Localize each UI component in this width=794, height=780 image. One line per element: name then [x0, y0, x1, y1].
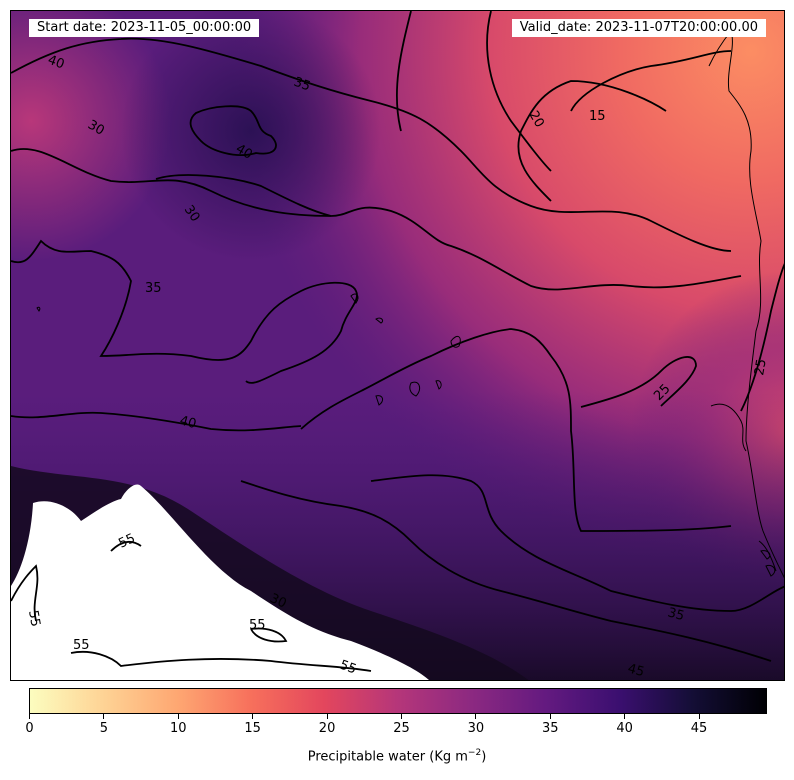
valid-date-label: Valid_date: 2023-11-07T20:00:00.00: [511, 19, 766, 37]
contour-label: 35: [292, 75, 313, 95]
colorbar-tick: [475, 714, 477, 719]
colorbar-tick-label: 15: [244, 721, 261, 736]
colorbar-tick-label: 5: [99, 721, 109, 736]
contour-label: 55: [249, 618, 266, 633]
colorbar-tick-label: 40: [616, 721, 633, 736]
contour-label: 35: [666, 605, 686, 624]
contour-label: 55: [116, 531, 137, 552]
contour-label: 40: [233, 141, 255, 162]
colorbar-tick: [624, 714, 626, 719]
colorbar-tick-label: 35: [541, 721, 559, 736]
colorbar-tick-label: 25: [393, 721, 410, 736]
contour-label: 25: [752, 358, 770, 377]
over-range-region: [11, 484, 429, 680]
contour-label: 55: [338, 658, 359, 678]
colorbar: [29, 688, 767, 714]
precipitable-water-map: 40 35 30 40 20 15 30 35 40 25 25 55 55 5…: [11, 11, 784, 680]
contour-label: 20: [526, 109, 547, 131]
colorbar-tick: [400, 714, 402, 719]
contour-label: 15: [589, 109, 606, 124]
colorbar-tick: [549, 714, 551, 719]
colorbar-tick-label: 10: [170, 721, 187, 736]
colorbar-tick: [252, 714, 254, 719]
contour-lines: [11, 11, 784, 672]
colorbar-tick: [177, 714, 179, 719]
colorbar-tick-label: 0: [25, 721, 34, 736]
contour-label: 35: [145, 281, 162, 296]
colorbar-tick: [103, 714, 105, 719]
colorbar-label-text: Precipitable water (Kg m: [307, 749, 468, 765]
contour-label: 30: [267, 591, 288, 612]
contour-labels: 40 35 30 40 20 15 30 35 40 25 25 55 55 5…: [25, 53, 770, 680]
contour-label: 40: [178, 413, 198, 432]
colorbar-tick: [698, 714, 700, 719]
colorbar-label-exponent: −2: [467, 748, 482, 758]
contour-label: 55: [73, 638, 90, 653]
contour-label: 55: [25, 609, 43, 628]
colorbar-label: Precipitable water (Kg m−2): [0, 748, 794, 764]
coastlines: [36, 29, 784, 579]
start-date-label: Start date: 2023-11-05_00:00:00: [29, 19, 260, 37]
colorbar-tick-label: 30: [467, 721, 485, 736]
contour-label: 30: [85, 117, 107, 138]
contour-label: 40: [46, 53, 67, 73]
contour-label: 45: [626, 661, 646, 680]
colorbar-tick: [326, 714, 328, 719]
map-panel: 40 35 30 40 20 15 30 35 40 25 25 55 55 5…: [10, 10, 785, 681]
colorbar-tick: [29, 714, 30, 719]
colorbar-label-close: ): [481, 749, 487, 765]
colorbar-tick-label: 20: [318, 721, 336, 736]
colorbar-gradient: [30, 689, 766, 713]
colorbar-tick-label: 45: [690, 721, 708, 736]
